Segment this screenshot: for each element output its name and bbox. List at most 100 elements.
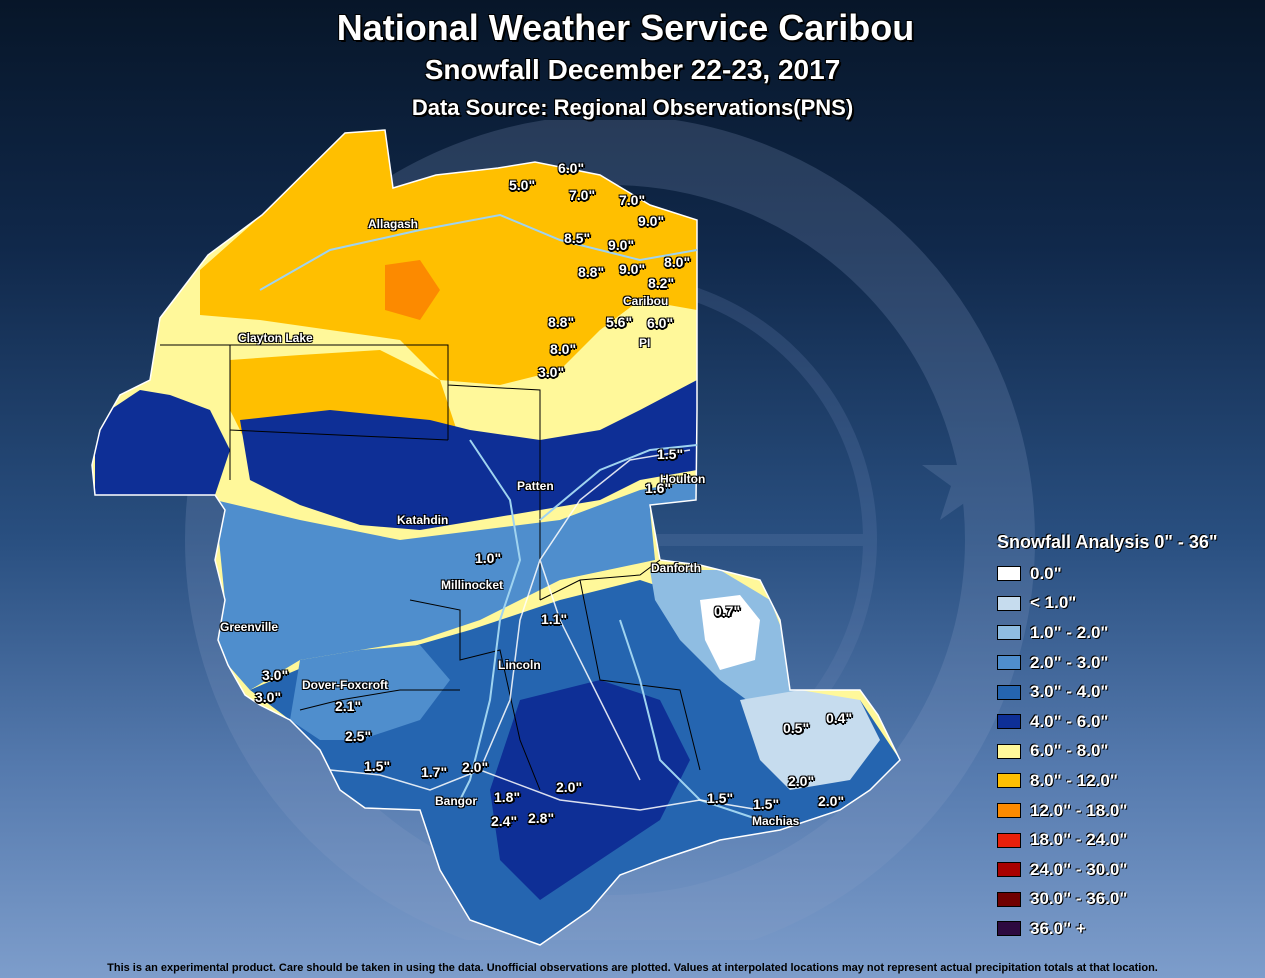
legend-swatch: [997, 832, 1021, 848]
snowfall-observation: 8.8": [548, 314, 575, 330]
town-label: Dover-Foxcroft: [302, 678, 389, 692]
legend-item: 2.0" - 3.0": [997, 648, 1262, 678]
town-label: Bangor: [435, 794, 477, 808]
legend-swatch: [997, 803, 1021, 819]
town-label: Patten: [517, 479, 554, 493]
legend-item: 4.0" - 6.0": [997, 707, 1262, 737]
snowfall-observation: 5.6": [606, 314, 633, 330]
fill-zero: [700, 595, 760, 670]
legend-items: 0.0" < 1.0" 1.0" - 2.0" 2.0" - 3.0" 3.0" - 4…: [997, 559, 1262, 944]
snowfall-observation: 1.6": [645, 480, 672, 496]
snowfall-observation: 8.0": [664, 254, 691, 270]
legend-item: 18.0" - 24.0": [997, 825, 1262, 855]
legend-item: 8.0" - 12.0": [997, 766, 1262, 796]
town-label: Caribou: [623, 294, 669, 308]
disclaimer: This is an experimental product. Care sh…: [107, 962, 1158, 974]
snowfall-observation: 8.0": [550, 341, 577, 357]
legend-label: 1.0" - 2.0": [1030, 622, 1109, 642]
legend-label: 3.0" - 4.0": [1030, 682, 1109, 702]
snowfall-observation: 3.0": [255, 689, 282, 705]
legend-label: 4.0" - 6.0": [1030, 711, 1109, 731]
snowfall-observation: 2.8": [528, 810, 555, 826]
legend-label: 2.0" - 3.0": [1030, 652, 1109, 672]
legend-item: 3.0" - 4.0": [997, 677, 1262, 707]
legend-item: 1.0" - 2.0": [997, 618, 1262, 648]
snowfall-observation: 9.0": [619, 261, 646, 277]
snowfall-observation: 1.0": [475, 550, 502, 566]
legend-swatch: [997, 566, 1021, 582]
snowfall-observation: 6.0": [647, 315, 674, 331]
snowfall-observation: 1.5": [364, 758, 391, 774]
town-label: Allagash: [368, 217, 419, 231]
legend-label: 8.0" - 12.0": [1030, 770, 1118, 790]
legend-swatch: [997, 595, 1021, 611]
fill-4-6-west: [95, 390, 230, 495]
legend-item: < 1.0": [997, 589, 1262, 619]
snowfall-observation: 1.7": [421, 764, 448, 780]
snowfall-observation: 7.0": [569, 187, 596, 203]
town-label: Millinocket: [441, 578, 504, 592]
snowfall-observation: 1.5": [657, 446, 684, 462]
legend-item: 12.0" - 18.0": [997, 796, 1262, 826]
snowfall-observation: 8.2": [648, 275, 675, 291]
snowfall-observation: 2.0": [818, 793, 845, 809]
town-label: Greenville: [220, 620, 279, 634]
legend-swatch: [997, 625, 1021, 641]
legend-title: Snowfall Analysis 0" - 36": [997, 532, 1218, 552]
town-label: Lincoln: [498, 658, 541, 672]
town-label: Clayton Lake: [238, 331, 313, 345]
town-label: Danforth: [651, 561, 701, 575]
town-label: Houlton: [660, 472, 706, 486]
legend-swatch: [997, 655, 1021, 671]
snowfall-observation: 0.4": [826, 710, 853, 726]
snowfall-observation: 5.0": [509, 177, 536, 193]
snowfall-observation: 2.4": [491, 813, 518, 829]
fill-8-12-north: [200, 130, 697, 385]
legend-item: 30.0" - 36.0": [997, 885, 1262, 915]
legend-label: 18.0" - 24.0": [1030, 830, 1128, 850]
roads: [329, 449, 761, 811]
legend-swatch: [997, 684, 1021, 700]
snowfall-observation: 0.5": [783, 720, 810, 736]
legend-label: 30.0" - 36.0": [1030, 889, 1128, 909]
legend-label: 12.0" - 18.0": [1030, 800, 1128, 820]
map-subtitle: Snowfall December 22-23, 2017: [424, 54, 841, 85]
legend-item: 0.0": [997, 559, 1262, 589]
fill-4-6-coast: [490, 680, 690, 900]
snowfall-observation: 8.8": [578, 264, 605, 280]
snowfall-observation: 3.0": [538, 364, 565, 380]
legend: Snowfall Analysis 0" - 36" 0.0" < 1.0" 1.0…: [997, 532, 1262, 944]
snowfall-observation: 6.0": [558, 160, 585, 176]
legend-swatch: [997, 921, 1021, 937]
legend-swatch: [997, 773, 1021, 789]
legend-item: 24.0" - 30.0": [997, 855, 1262, 885]
legend-swatch: [997, 743, 1021, 759]
rivers: [259, 213, 761, 821]
snowfall-observation: 1.5": [753, 796, 780, 812]
legend-item: 6.0" - 8.0": [997, 737, 1262, 767]
fill-2-3-central: [215, 480, 697, 690]
snowfall-observation: 1.5": [707, 790, 734, 806]
data-source-label: Data Source: Regional Observations(PNS): [411, 95, 854, 120]
legend-swatch: [997, 862, 1021, 878]
legend-swatch: [997, 714, 1021, 730]
fill-2-3-dover: [290, 645, 450, 740]
snowfall-observation: 0.7": [714, 603, 741, 619]
legend-label: < 1.0": [1030, 593, 1077, 613]
legend-label: 6.0" - 8.0": [1030, 741, 1109, 761]
legend-label: 36.0" +: [1030, 918, 1086, 938]
snowfall-observation: 1.1": [541, 611, 568, 627]
snowfall-observation: 2.1": [335, 698, 362, 714]
snowfall-observation: 8.5": [564, 230, 591, 246]
town-label: PI: [639, 336, 651, 350]
snowfall-observation: 2.0": [788, 773, 815, 789]
snowfall-observation: 7.0": [619, 192, 646, 208]
legend-label: 24.0" - 30.0": [1030, 859, 1128, 879]
snowfall-observation: 1.8": [494, 789, 521, 805]
fill-under-1: [740, 690, 880, 790]
snowfall-observation: 9.0": [638, 213, 665, 229]
legend-label: 0.0": [1030, 563, 1062, 583]
legend-swatch: [997, 891, 1021, 907]
fill-12-18-allagash: [385, 260, 440, 320]
